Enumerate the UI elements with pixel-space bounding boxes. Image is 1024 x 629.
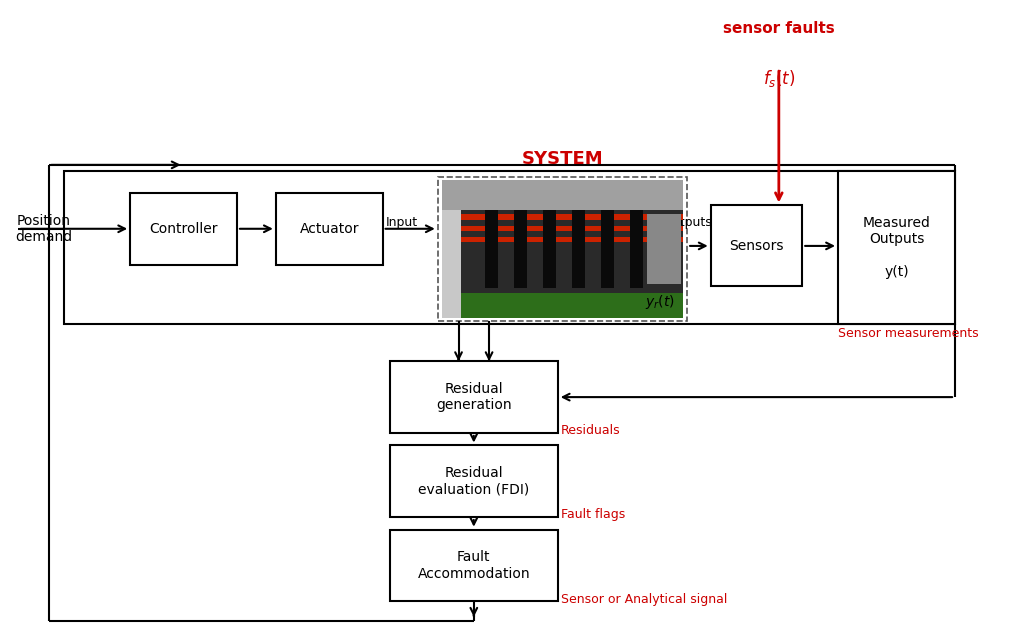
Text: Measured
Outputs

y(t): Measured Outputs y(t) bbox=[862, 216, 931, 279]
Bar bbox=[647, 214, 681, 284]
FancyBboxPatch shape bbox=[838, 171, 955, 324]
Bar bbox=[441, 180, 683, 318]
Bar bbox=[572, 210, 586, 288]
Bar bbox=[630, 210, 643, 288]
FancyBboxPatch shape bbox=[390, 530, 558, 601]
Bar bbox=[461, 237, 683, 242]
FancyBboxPatch shape bbox=[390, 445, 558, 517]
Text: SYSTEM: SYSTEM bbox=[522, 150, 604, 168]
Bar bbox=[601, 210, 614, 288]
Text: Sensor measurements: Sensor measurements bbox=[838, 327, 979, 340]
FancyBboxPatch shape bbox=[275, 193, 383, 265]
Bar bbox=[441, 210, 461, 318]
FancyBboxPatch shape bbox=[130, 193, 237, 265]
Text: Input: Input bbox=[386, 216, 418, 229]
Text: Sensor or Analytical signal: Sensor or Analytical signal bbox=[561, 593, 727, 606]
Bar bbox=[514, 210, 527, 288]
Text: Fault
Accommodation: Fault Accommodation bbox=[418, 550, 530, 581]
FancyBboxPatch shape bbox=[390, 361, 558, 433]
Bar bbox=[543, 210, 556, 288]
Text: Sensors: Sensors bbox=[729, 239, 783, 253]
Text: Residual
generation: Residual generation bbox=[436, 382, 512, 412]
Text: $y_r(t)$: $y_r(t)$ bbox=[645, 292, 675, 311]
Text: Outputs: Outputs bbox=[663, 216, 712, 229]
Text: Residual
evaluation (FDI): Residual evaluation (FDI) bbox=[418, 466, 529, 496]
Text: Position
demand: Position demand bbox=[15, 214, 72, 244]
Text: Controller: Controller bbox=[150, 222, 218, 236]
Bar bbox=[461, 226, 683, 231]
Bar bbox=[485, 210, 499, 288]
Text: Fault flags: Fault flags bbox=[561, 508, 625, 521]
Text: sensor faults: sensor faults bbox=[723, 21, 835, 36]
Bar bbox=[461, 210, 683, 293]
Bar bbox=[441, 180, 683, 210]
Text: $f_s(t)$: $f_s(t)$ bbox=[763, 68, 795, 89]
Bar bbox=[461, 293, 683, 318]
Text: Residuals: Residuals bbox=[561, 425, 621, 437]
FancyBboxPatch shape bbox=[437, 177, 687, 321]
FancyBboxPatch shape bbox=[63, 171, 955, 324]
Bar bbox=[461, 214, 683, 220]
FancyBboxPatch shape bbox=[711, 206, 802, 286]
Text: Actuator: Actuator bbox=[299, 222, 359, 236]
